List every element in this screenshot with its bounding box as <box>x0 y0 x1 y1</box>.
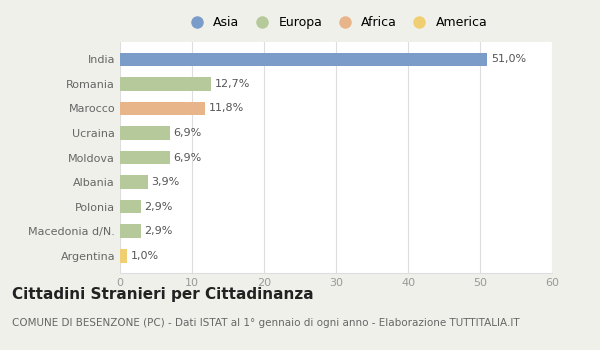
Text: 11,8%: 11,8% <box>209 103 244 113</box>
Bar <box>120 77 211 91</box>
Text: 12,7%: 12,7% <box>215 79 250 89</box>
Text: 6,9%: 6,9% <box>173 153 202 162</box>
Legend: Asia, Europa, Africa, America: Asia, Europa, Africa, America <box>179 11 493 34</box>
Bar <box>120 102 205 115</box>
Text: 3,9%: 3,9% <box>152 177 180 187</box>
Bar <box>120 175 148 189</box>
Bar <box>120 224 141 238</box>
Bar <box>120 52 487 66</box>
Text: 1,0%: 1,0% <box>131 251 159 261</box>
Bar <box>120 200 141 214</box>
Text: 2,9%: 2,9% <box>145 202 173 212</box>
Text: 51,0%: 51,0% <box>491 54 526 64</box>
Text: 6,9%: 6,9% <box>173 128 202 138</box>
Text: COMUNE DI BESENZONE (PC) - Dati ISTAT al 1° gennaio di ogni anno - Elaborazione : COMUNE DI BESENZONE (PC) - Dati ISTAT al… <box>12 318 520 329</box>
Bar <box>120 151 170 164</box>
Bar <box>120 126 170 140</box>
Bar <box>120 249 127 262</box>
Text: Cittadini Stranieri per Cittadinanza: Cittadini Stranieri per Cittadinanza <box>12 287 314 302</box>
Text: 2,9%: 2,9% <box>145 226 173 236</box>
